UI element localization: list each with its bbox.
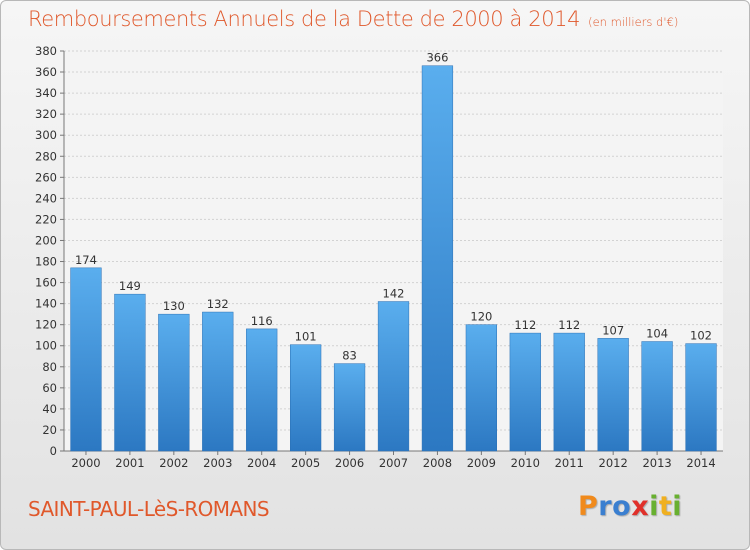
- x-tick-label: 2000: [71, 456, 100, 470]
- bar: [333, 363, 366, 452]
- data-label: 83: [342, 349, 357, 363]
- data-label: 149: [119, 279, 141, 293]
- y-tick-label: 200: [35, 233, 57, 247]
- data-label: 102: [690, 329, 712, 343]
- x-tick-label: 2007: [379, 456, 408, 470]
- bar: [377, 301, 410, 452]
- x-tick-label: 2010: [511, 456, 540, 470]
- y-tick-label: 80: [42, 360, 57, 374]
- y-tick-label: 240: [35, 191, 57, 205]
- bars: [70, 65, 717, 452]
- data-label: 112: [558, 318, 580, 332]
- bar: [158, 313, 190, 452]
- logo-letter: i: [649, 491, 659, 522]
- data-labels: 174 149 130 132 116 101 83 142 366 120 112 112 107 10…: [75, 51, 712, 363]
- logo-letter: x: [631, 491, 650, 522]
- y-tick-label: 180: [35, 255, 57, 269]
- x-tick-labels: 2000 2001 2002 2003 2004 2005 2006 2007 2008 2009…: [71, 456, 715, 470]
- bar: [202, 311, 234, 452]
- y-tick-label: 300: [35, 128, 57, 142]
- bar: [685, 343, 717, 452]
- data-label: 130: [163, 299, 185, 313]
- x-tick-label: 2009: [467, 456, 496, 470]
- bar: [641, 341, 673, 452]
- y-tick-label: 360: [35, 65, 57, 79]
- y-tick-label: 320: [35, 107, 57, 121]
- y-tick-label: 20: [42, 423, 57, 437]
- y-tick-label: 160: [35, 276, 57, 290]
- data-label: 101: [295, 330, 317, 344]
- y-tick-labels: 0 20 40 60 80 100 120 140 160 180 200 220 240 260 280 3…: [35, 44, 57, 458]
- data-label: 120: [470, 310, 492, 324]
- bar: [114, 293, 146, 452]
- bar: [597, 338, 629, 452]
- logo-letter: P: [578, 491, 599, 522]
- commune-name: SAINT-PAUL-LèS-ROMANS: [28, 497, 270, 521]
- data-label: 366: [426, 51, 448, 65]
- chart-title-text: Remboursements Annuels de la Dette de 20…: [28, 7, 581, 31]
- data-label: 107: [602, 323, 624, 337]
- x-tick-label: 2011: [555, 456, 584, 470]
- chart-subtitle: (en milliers d'€): [588, 15, 679, 29]
- data-label: 104: [646, 327, 668, 341]
- y-tick-label: 0: [50, 444, 57, 458]
- bar: [246, 328, 278, 452]
- y-tick-label: 280: [35, 149, 57, 163]
- x-tick-label: 2001: [115, 456, 144, 470]
- y-tick-label: 220: [35, 212, 57, 226]
- data-label: 142: [383, 287, 405, 301]
- data-label: 112: [514, 318, 536, 332]
- bar: [553, 332, 585, 452]
- logo-letter: i: [672, 491, 683, 522]
- x-tick-label: 2014: [686, 456, 715, 470]
- data-label: 174: [75, 253, 97, 267]
- y-tick-label: 40: [42, 402, 57, 416]
- x-tick-label: 2002: [159, 456, 188, 470]
- x-tick-label: 2013: [642, 456, 671, 470]
- logo-letter: o: [612, 491, 632, 522]
- bar: [421, 65, 454, 452]
- x-tick-label: 2004: [247, 456, 276, 470]
- y-tick-label: 260: [35, 170, 57, 184]
- x-tick-label: 2003: [203, 456, 232, 470]
- y-tick-label: 120: [35, 318, 57, 332]
- x-tick-label: 2006: [335, 456, 364, 470]
- x-tick-label: 2008: [423, 456, 452, 470]
- logo-letter: t: [658, 491, 673, 522]
- data-label: 132: [207, 297, 229, 311]
- y-tick-label: 60: [42, 381, 57, 395]
- y-tick-label: 100: [35, 339, 57, 353]
- x-tick-label: 2005: [291, 456, 320, 470]
- bar: [465, 324, 497, 452]
- proxiti-logo: Proxiti: [578, 491, 682, 522]
- bar: [509, 332, 541, 452]
- data-label: 116: [251, 314, 273, 328]
- y-tick-label: 340: [35, 86, 57, 100]
- chart-title: Remboursements Annuels de la Dette de 20…: [28, 7, 678, 31]
- y-tick-label: 380: [35, 44, 57, 58]
- bar: [70, 267, 102, 452]
- logo-letter: r: [598, 491, 613, 522]
- bar: [290, 344, 322, 452]
- x-tick-label: 2012: [599, 456, 628, 470]
- y-tick-label: 140: [35, 297, 57, 311]
